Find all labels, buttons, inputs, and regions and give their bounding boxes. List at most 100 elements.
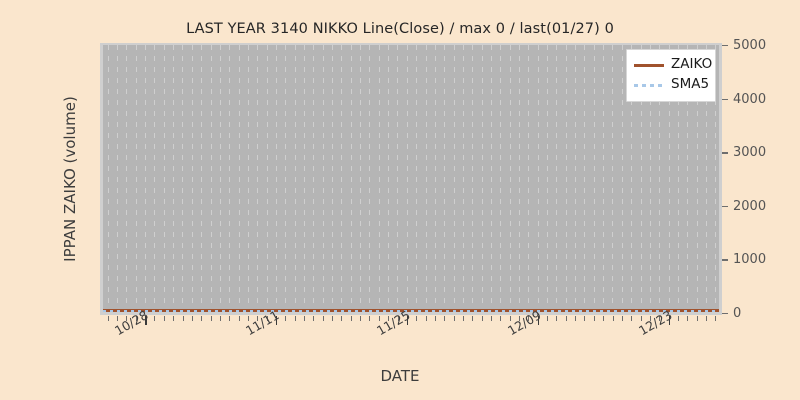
plot-area xyxy=(103,45,720,313)
gridline-vertical xyxy=(425,45,427,313)
chart-legend[interactable]: ZAIKO SMA5 xyxy=(626,49,716,102)
x-axis-tick-minor xyxy=(715,316,717,321)
y-axis-tick-label: 3000 xyxy=(733,145,767,161)
x-axis-tick-minor xyxy=(425,316,427,321)
gridline-vertical xyxy=(631,45,633,313)
x-axis-tick-minor xyxy=(556,316,558,321)
x-axis-tick-minor xyxy=(584,316,586,321)
legend-item-sma5[interactable]: SMA5 xyxy=(634,75,710,95)
x-axis-tick-minor xyxy=(182,316,184,321)
y-axis-tick-label: 0 xyxy=(733,306,742,321)
gridline-vertical xyxy=(117,45,119,313)
x-axis-tick-minor xyxy=(285,316,287,321)
gridline-vertical xyxy=(640,45,642,313)
gridline-vertical xyxy=(182,45,184,313)
gridline-vertical xyxy=(677,45,679,313)
gridline-vertical xyxy=(696,45,698,313)
x-axis-tick-minor xyxy=(593,316,595,321)
x-axis-tick-minor xyxy=(434,316,436,321)
x-axis-tick-minor xyxy=(322,316,324,321)
x-axis-tick-minor xyxy=(360,316,362,321)
x-axis-tick-minor xyxy=(210,316,212,321)
x-axis-tick-major xyxy=(406,316,409,325)
x-axis-tick-minor xyxy=(238,316,240,321)
gridline-vertical xyxy=(219,45,221,313)
y-axis-tick-label: 5000 xyxy=(733,38,767,53)
legend-swatch-dotted-icon xyxy=(634,79,664,91)
gridline-vertical xyxy=(603,45,605,313)
vertical-gridlines xyxy=(103,45,720,313)
gridline-vertical xyxy=(275,45,277,313)
y-axis-tick xyxy=(722,45,728,47)
x-axis-tick-minor xyxy=(397,316,399,321)
x-axis-tick-minor xyxy=(173,316,175,321)
gridline-vertical xyxy=(416,45,418,313)
gridline-vertical xyxy=(462,45,464,313)
x-axis-tick-minor xyxy=(304,316,305,321)
gridline-vertical xyxy=(257,45,259,313)
gridline-vertical xyxy=(453,45,455,313)
gridline-vertical xyxy=(668,45,670,313)
x-axis-tick-major xyxy=(275,316,278,325)
y-axis-tick xyxy=(722,152,728,154)
legend-item-zaiko[interactable]: ZAIKO xyxy=(634,55,712,75)
x-axis-tick-major xyxy=(668,316,671,325)
gridline-vertical xyxy=(687,45,689,313)
x-axis-tick-minor xyxy=(706,316,707,321)
gridline-vertical xyxy=(126,45,128,313)
gridline-vertical xyxy=(500,45,502,313)
y-axis-tick-label: 1000 xyxy=(733,252,767,268)
x-axis-tick-minor xyxy=(266,316,268,321)
x-axis-tick-minor xyxy=(332,316,333,321)
gridline-vertical xyxy=(584,45,586,313)
x-axis-tick-minor xyxy=(500,316,502,321)
gridline-vertical xyxy=(715,45,717,313)
x-axis-tick-minor xyxy=(621,316,623,321)
x-axis-tick-minor xyxy=(444,316,446,321)
x-axis-tick-minor xyxy=(126,316,128,321)
x-axis-tick-minor xyxy=(163,316,165,321)
gridline-vertical xyxy=(350,45,352,313)
x-axis-tick-minor xyxy=(612,316,614,321)
x-axis-tick-minor xyxy=(491,316,492,321)
gridline-vertical xyxy=(705,45,707,313)
x-axis-tick-minor xyxy=(229,316,231,321)
x-axis-tick-minor xyxy=(313,316,315,321)
x-axis-tick-minor xyxy=(350,316,352,321)
x-axis-tick-minor xyxy=(677,316,679,321)
gridline-vertical xyxy=(201,45,203,313)
x-axis-tick-major xyxy=(537,316,540,325)
x-axis-tick-minor xyxy=(649,316,651,321)
x-axis-tick-minor xyxy=(603,316,605,321)
y-axis-tick xyxy=(722,313,728,315)
y-axis-tick xyxy=(722,98,728,100)
y-axis-tick xyxy=(722,205,728,208)
legend-label-sma5: SMA5 xyxy=(671,76,710,93)
x-axis-tick-minor xyxy=(528,316,530,321)
gridline-vertical xyxy=(509,45,511,313)
x-axis-tick-minor xyxy=(154,316,156,321)
gridline-vertical xyxy=(322,45,324,313)
gridline-vertical xyxy=(154,45,156,313)
x-axis-tick-minor xyxy=(378,316,380,321)
gridline-vertical xyxy=(266,45,268,313)
x-axis-tick-minor xyxy=(201,316,203,321)
x-axis-tick-minor xyxy=(369,316,371,321)
gridline-vertical xyxy=(145,45,147,313)
x-axis-tick-minor xyxy=(481,316,483,321)
gridline-vertical xyxy=(593,45,595,313)
y-axis-tick xyxy=(722,259,728,261)
gridline-vertical xyxy=(285,45,287,313)
x-axis-tick-minor xyxy=(519,316,520,321)
gridline-vertical xyxy=(247,45,249,313)
gridline-vertical xyxy=(397,45,399,313)
gridline-vertical xyxy=(360,45,362,313)
y-axis-tick-label: 2000 xyxy=(733,198,767,214)
gridline-vertical xyxy=(528,45,530,313)
x-axis-tick-minor xyxy=(575,316,577,321)
x-axis-tick-minor xyxy=(191,316,193,321)
gridline-vertical xyxy=(434,45,436,313)
gridline-vertical xyxy=(388,45,390,313)
gridline-vertical xyxy=(621,45,623,313)
